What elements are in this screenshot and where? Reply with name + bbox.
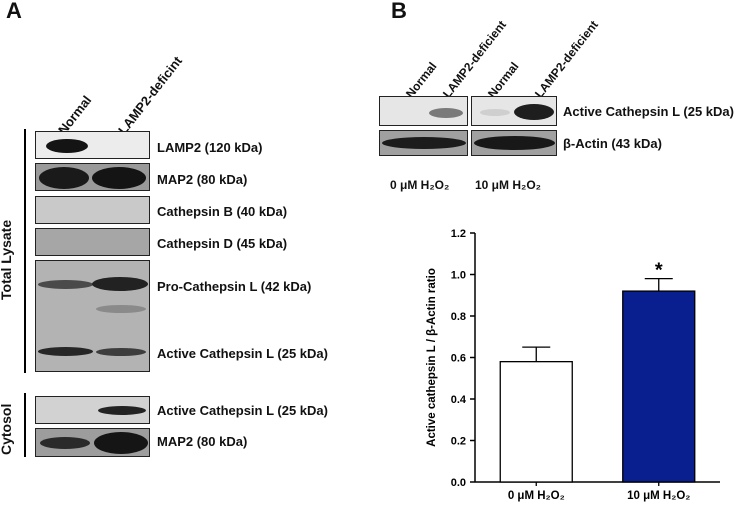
y-tick-label: 0.6 bbox=[451, 353, 466, 365]
cytosol-label: Cytosol bbox=[0, 403, 14, 455]
y-tick-label: 1.2 bbox=[451, 228, 466, 240]
x-tick-label-0: 0 μM H₂O₂ bbox=[508, 490, 565, 502]
lane-label-b-normal-10: Normal bbox=[485, 59, 522, 101]
total-lysate-label: Total Lysate bbox=[0, 219, 14, 300]
blot-cathepsin-l-total bbox=[35, 260, 150, 372]
bar-1 bbox=[622, 290, 696, 483]
lane-label-b-lamp2-10: LAMP2-deficient bbox=[532, 17, 601, 101]
blot-lamp2 bbox=[35, 131, 150, 159]
lane-label-lamp2-deficient: LAMP2-deficint bbox=[115, 53, 186, 138]
blot-cathepsin-d bbox=[35, 228, 150, 256]
y-tick-label: 0.0 bbox=[451, 477, 466, 489]
blot-label-cathepsin-d: Cathepsin D (45 kDa) bbox=[157, 236, 288, 251]
blot-label-map2: MAP2 (80 kDa) bbox=[157, 172, 248, 187]
panel-b-letter: B bbox=[391, 0, 407, 23]
blot-b-active-cathepsin-l-10 bbox=[471, 96, 557, 126]
blot-cytosol-map2 bbox=[35, 428, 150, 457]
bar-chart: 0.0 0.2 0.4 0.6 0.8 1.0 1.2 Active cathepsin L … bbox=[426, 228, 720, 502]
condition-label-0um: 0 μM H₂O₂ bbox=[390, 178, 450, 192]
blot-b-beta-actin-0 bbox=[379, 130, 468, 156]
chart-marks: 0 μM H₂O₂ * 10 μM H₂O₂ bbox=[499, 260, 696, 502]
blot-label-cathepsin-b: Cathepsin B (40 kDa) bbox=[157, 204, 288, 219]
x-tick-label-1: 10 μM H₂O₂ bbox=[627, 490, 690, 502]
panel-a-letter: A bbox=[6, 0, 22, 23]
cytosol-bracket bbox=[24, 393, 26, 457]
blot-label-lamp2: LAMP2 (120 kDa) bbox=[157, 140, 263, 155]
blot-label-active-cathepsin-l: Active Cathepsin L (25 kDa) bbox=[157, 346, 328, 361]
y-tick-label: 0.4 bbox=[451, 394, 467, 406]
total-lysate-bracket bbox=[24, 129, 26, 373]
y-tick-label: 1.0 bbox=[451, 270, 466, 282]
condition-label-10um: 10 μM H₂O₂ bbox=[475, 178, 542, 192]
blot-label-pro-cathepsin-l: Pro-Cathepsin L (42 kDa) bbox=[157, 279, 312, 294]
y-tick-label: 0.2 bbox=[451, 436, 466, 448]
blot-cathepsin-b bbox=[35, 196, 150, 224]
blot-label-cytosol-active-cathepsin-l: Active Cathepsin L (25 kDa) bbox=[157, 403, 328, 418]
blot-b-beta-actin-10 bbox=[471, 130, 557, 156]
blot-label-cytosol-map2: MAP2 (80 kDa) bbox=[157, 434, 248, 449]
blot-map2 bbox=[35, 163, 150, 191]
blot-label-b-active-cathepsin-l: Active Cathepsin L (25 kDa) bbox=[563, 104, 734, 119]
blot-b-active-cathepsin-l-0 bbox=[379, 96, 468, 126]
bar-0 bbox=[499, 360, 573, 483]
significance-star: * bbox=[655, 260, 663, 282]
y-tick-label: 0.8 bbox=[451, 311, 466, 323]
y-axis-label: Active cathepsin L / β-Actin ratio bbox=[426, 268, 438, 447]
lane-label-b-normal-0: Normal bbox=[403, 59, 440, 101]
blot-cytosol-active-cathepsin-l bbox=[35, 396, 150, 424]
blot-label-b-beta-actin: β-Actin (43 kDa) bbox=[563, 136, 662, 151]
